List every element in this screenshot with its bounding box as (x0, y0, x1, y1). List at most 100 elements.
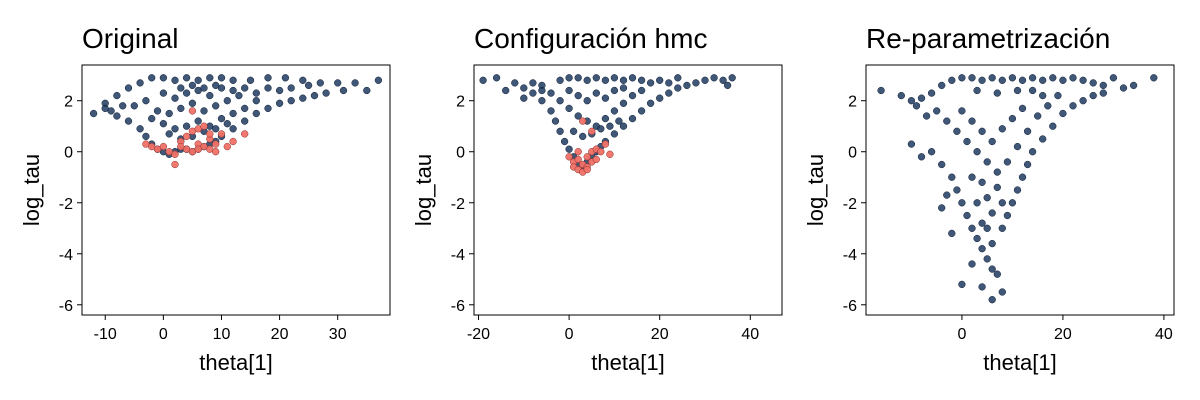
sample-point (479, 76, 487, 84)
divergent-point (565, 153, 573, 161)
sample-point (281, 74, 290, 82)
sample-point (529, 89, 537, 97)
sample-point (556, 97, 564, 105)
sample-point (943, 117, 951, 125)
y-tick-label: -4 (451, 247, 465, 264)
sample-point (1034, 112, 1042, 120)
sample-point (538, 97, 546, 105)
sample-point (252, 89, 260, 97)
sample-point (1069, 74, 1077, 82)
sample-point (171, 76, 179, 84)
sample-point (988, 296, 996, 304)
series-divergent (142, 107, 249, 169)
sample-point (194, 117, 202, 125)
y-axis-label: log_tau (411, 154, 436, 226)
sample-point (978, 76, 986, 84)
sample-point (124, 84, 133, 92)
sample-point (124, 117, 133, 125)
sample-point (877, 86, 885, 95)
sample-point (142, 97, 150, 105)
sample-point (912, 102, 921, 110)
sample-point (1013, 186, 1022, 194)
sample-point (583, 97, 591, 105)
sample-point (153, 107, 162, 115)
sample-point (656, 76, 664, 84)
sample-point (316, 79, 324, 87)
divergent-point (217, 130, 226, 138)
sample-point (665, 79, 673, 87)
sample-point (968, 260, 976, 268)
sample-point (615, 117, 623, 125)
sample-point (264, 74, 272, 82)
sample-point (728, 74, 736, 82)
sample-point (973, 199, 981, 207)
sample-point (993, 270, 1001, 278)
sample-point (1079, 76, 1087, 84)
x-tick-label: -10 (94, 326, 117, 343)
sample-point (988, 137, 996, 146)
x-tick-label: 30 (329, 326, 347, 343)
x-tick-label: 20 (271, 326, 289, 343)
sample-point (637, 107, 646, 115)
sample-point (188, 81, 197, 90)
sample-point (983, 255, 991, 263)
sample-point (619, 84, 628, 92)
divergent-point (588, 127, 596, 135)
sample-point (547, 89, 555, 97)
sample-point (958, 280, 966, 289)
sample-point (933, 107, 941, 115)
sample-point (171, 94, 179, 102)
x-axis-label: theta[1] (199, 350, 272, 375)
sample-point (628, 91, 637, 100)
sample-point (963, 137, 971, 146)
sample-point (1018, 76, 1027, 84)
y-tick-label: 0 (848, 145, 857, 162)
plot-frame (865, 64, 1175, 316)
sample-point (978, 283, 986, 291)
sample-point (492, 74, 501, 82)
sample-point (601, 76, 610, 84)
series-samples (89, 74, 383, 158)
sample-point (927, 89, 936, 97)
sample-point (1059, 109, 1067, 118)
divergent-point (241, 130, 249, 138)
sample-point (973, 86, 981, 95)
sample-point (646, 99, 655, 107)
sample-point (907, 140, 916, 148)
panel-title: Re-parametrización (866, 23, 1110, 54)
sample-point (275, 99, 284, 107)
sample-point (665, 89, 673, 97)
sample-point (200, 107, 208, 115)
x-tick-label: 40 (741, 326, 759, 343)
sample-point (212, 81, 220, 90)
divergent-point (159, 142, 168, 151)
points (877, 74, 1158, 304)
sample-point (1028, 148, 1037, 156)
sample-point (998, 224, 1006, 232)
sample-point (182, 122, 191, 130)
sample-point (574, 91, 582, 100)
sample-point (938, 81, 946, 90)
sample-point (229, 86, 237, 95)
sample-point (182, 74, 191, 82)
sample-point (241, 84, 249, 92)
sample-point (601, 114, 610, 123)
sample-point (159, 120, 168, 128)
x-tick-label: -20 (467, 326, 490, 343)
y-tick-label: -2 (59, 196, 73, 213)
divergent-point (579, 117, 587, 125)
sample-point (194, 76, 202, 84)
sample-point (310, 91, 319, 100)
sample-point (998, 199, 1006, 207)
sample-point (223, 97, 231, 105)
sample-point (1008, 199, 1017, 207)
divergent-point (601, 140, 610, 148)
sample-point (958, 74, 966, 82)
sample-point (601, 94, 610, 102)
sample-point (1023, 127, 1032, 135)
sample-point (235, 91, 243, 100)
sample-point (978, 245, 986, 253)
sample-point (142, 132, 150, 141)
sample-point (229, 109, 237, 118)
